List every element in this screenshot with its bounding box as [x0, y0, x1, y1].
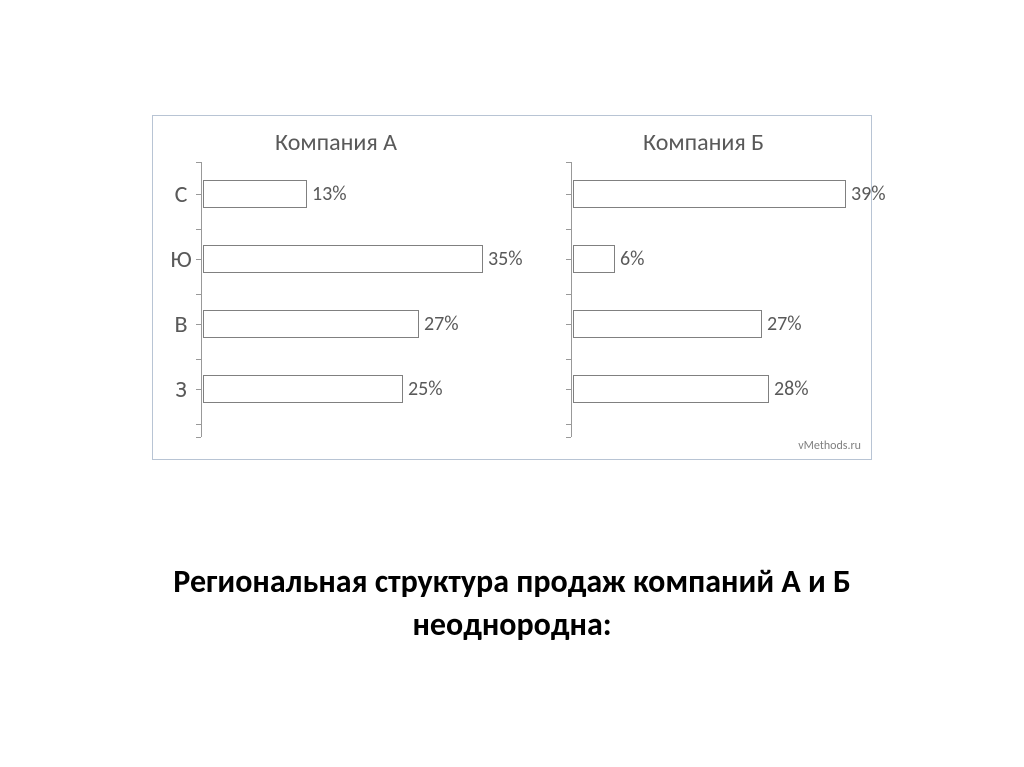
bar-value-label: 13%	[312, 182, 347, 206]
axis-tick	[196, 259, 201, 260]
axis-tick	[196, 162, 201, 163]
chart-inner: Компания А Компания Б СЮВЗ 13%35%27%25% …	[153, 116, 871, 459]
bar: 28%	[573, 375, 769, 403]
bar: 39%	[573, 180, 846, 208]
axis-tick	[566, 229, 571, 230]
series-a-title: Компания А	[275, 128, 397, 157]
axis-tick	[566, 324, 571, 325]
axis-tick	[196, 324, 201, 325]
category-label: С	[168, 180, 194, 209]
bar: 6%	[573, 245, 615, 273]
axis-tick	[566, 359, 571, 360]
series-b-title: Компания Б	[643, 128, 764, 157]
bar-row: 27%	[572, 310, 852, 338]
bar-row: 35%	[202, 245, 522, 273]
bar-row: 13%	[202, 180, 522, 208]
axis-tick	[196, 229, 201, 230]
bar-row: 28%	[572, 375, 852, 403]
bar-row: 27%	[202, 310, 522, 338]
bar: 13%	[203, 180, 307, 208]
bar-value-label: 6%	[620, 247, 644, 271]
bar-row: 25%	[202, 375, 522, 403]
axis-tick	[196, 294, 201, 295]
bar: 25%	[203, 375, 403, 403]
axis-tick	[566, 389, 571, 390]
chart-panel: Компания А Компания Б СЮВЗ 13%35%27%25% …	[152, 115, 872, 460]
axis-tick	[566, 424, 571, 425]
axis-tick	[196, 359, 201, 360]
axis-tick	[566, 194, 571, 195]
bar-value-label: 27%	[424, 312, 459, 336]
bar: 35%	[203, 245, 483, 273]
bar-value-label: 28%	[774, 377, 809, 401]
axis-tick	[196, 194, 201, 195]
axis-tick	[566, 162, 571, 163]
category-label: З	[168, 375, 194, 404]
axis-tick	[196, 437, 201, 438]
bar-value-label: 27%	[767, 312, 802, 336]
bar-row: 39%	[572, 180, 852, 208]
axis-tick	[566, 294, 571, 295]
axis-tick	[196, 424, 201, 425]
bar-value-label: 39%	[851, 182, 886, 206]
bar-row: 6%	[572, 245, 852, 273]
chart-watermark: vMethods.ru	[798, 439, 861, 453]
caption-line1: Региональная структура продаж компаний А…	[173, 562, 851, 601]
bar: 27%	[203, 310, 419, 338]
bar-value-label: 25%	[408, 377, 443, 401]
bar: 27%	[573, 310, 762, 338]
category-label: В	[168, 310, 194, 339]
axis-tick	[196, 389, 201, 390]
slide-caption: Региональная структура продаж компаний А…	[0, 560, 1024, 646]
caption-line2: неоднородна:	[412, 605, 611, 644]
bar-value-label: 35%	[488, 247, 523, 271]
axis-tick	[566, 437, 571, 438]
axis-tick	[566, 259, 571, 260]
category-label: Ю	[168, 245, 194, 274]
